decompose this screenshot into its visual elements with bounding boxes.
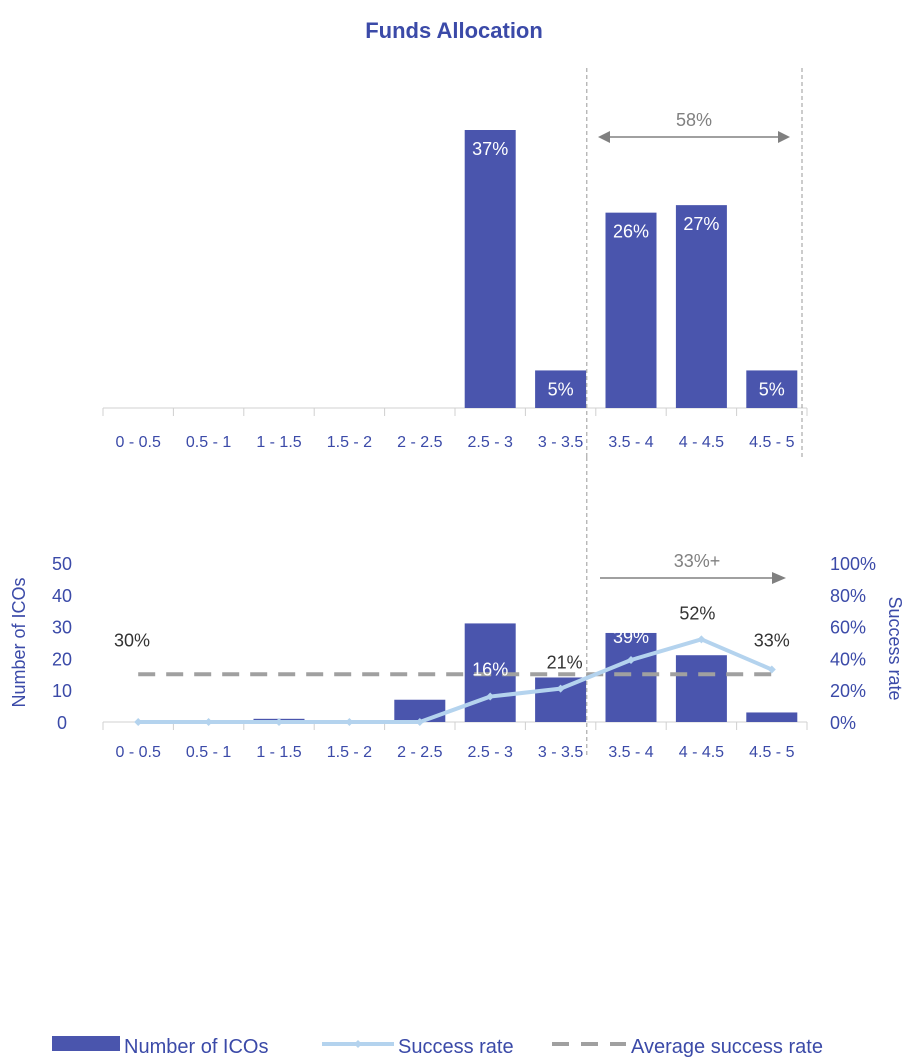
legend-label-success-rate: Success rate bbox=[398, 1036, 514, 1058]
left-y-tick-label: 20 bbox=[52, 649, 72, 669]
bottom-x-tick-label: 1 - 1.5 bbox=[256, 744, 301, 761]
success-rate-label: 39% bbox=[613, 627, 649, 647]
top-x-tick-label: 2.5 - 3 bbox=[468, 434, 513, 451]
top-x-tick-label: 1.5 - 2 bbox=[327, 434, 372, 451]
success-rate-point bbox=[627, 655, 635, 664]
bottom-x-tick-label: 1.5 - 2 bbox=[327, 744, 372, 761]
left-y-tick-label: 30 bbox=[52, 618, 72, 638]
right-y-tick-label: 40% bbox=[830, 649, 866, 669]
bottom-x-tick-label: 0.5 - 1 bbox=[186, 744, 231, 761]
top-bar bbox=[605, 212, 657, 408]
bottom-bar bbox=[605, 632, 657, 722]
success-rate-point bbox=[204, 718, 213, 726]
top-bar-label: 5% bbox=[548, 379, 574, 399]
chart-title: Funds Allocation bbox=[365, 18, 543, 43]
legend-label-average-success-rate: Average success rate bbox=[631, 1036, 823, 1058]
top-chart: 37% 5% 26% 27% 5% 0 - 0.5 0.5 - 1 1 - 1.5 1.5 - … bbox=[102, 68, 808, 457]
top-bar-label: 5% bbox=[759, 379, 785, 399]
right-y-axis-title: Success rate bbox=[885, 596, 905, 700]
success-rate-point bbox=[134, 718, 143, 726]
success-rate-point bbox=[275, 718, 283, 726]
top-range-arrowhead-right bbox=[778, 131, 790, 143]
success-rate-point bbox=[486, 692, 495, 701]
top-bar-label: 37% bbox=[472, 139, 508, 159]
bottom-x-tick-label: 2 - 2.5 bbox=[397, 744, 442, 761]
bottom-x-tick-label: 2.5 - 3 bbox=[468, 744, 513, 761]
left-y-tick-label: 40 bbox=[52, 586, 72, 606]
bottom-bar bbox=[746, 712, 798, 722]
top-x-tick-label: 3.5 - 4 bbox=[608, 434, 653, 451]
legend-swatch-bar bbox=[52, 1036, 120, 1051]
top-x-tick-label: 2 - 2.5 bbox=[397, 434, 442, 451]
success-rate-point bbox=[556, 684, 565, 693]
bottom-x-tick-label: 4 - 4.5 bbox=[679, 744, 724, 761]
success-rate-point bbox=[767, 665, 776, 674]
top-bar-label: 26% bbox=[613, 222, 649, 242]
top-x-tick-label: 0 - 0.5 bbox=[116, 434, 161, 451]
bottom-x-tick-label: 4.5 - 5 bbox=[749, 744, 794, 761]
left-y-axis-title: Number of ICOs bbox=[9, 577, 29, 707]
bottom-range-arrowhead bbox=[772, 572, 786, 584]
top-bar bbox=[464, 130, 516, 408]
success-rate-point bbox=[415, 718, 424, 726]
right-y-tick-label: 60% bbox=[830, 618, 866, 638]
bottom-x-tick-label: 3.5 - 4 bbox=[608, 744, 653, 761]
top-x-tick-label: 4 - 4.5 bbox=[679, 434, 724, 451]
success-rate-point bbox=[345, 718, 354, 726]
legend-swatch-marker bbox=[354, 1040, 362, 1048]
bottom-range-label: 33%+ bbox=[674, 551, 721, 571]
bottom-bar bbox=[535, 677, 587, 722]
left-y-tick-label: 10 bbox=[52, 681, 72, 701]
top-x-tick-label: 0.5 - 1 bbox=[186, 434, 231, 451]
bottom-chart: 0 10 20 30 40 50 0% 20% 40% 60% 80% 100% Number of I… bbox=[9, 457, 905, 761]
top-bar bbox=[746, 370, 798, 408]
right-y-tick-label: 0% bbox=[830, 713, 856, 733]
average-label: 30% bbox=[114, 630, 150, 650]
success-rate-label: 33% bbox=[754, 631, 790, 651]
bottom-x-tick-label: 0 - 0.5 bbox=[116, 744, 161, 761]
left-y-tick-label: 50 bbox=[52, 554, 72, 574]
right-y-tick-label: 20% bbox=[830, 681, 866, 701]
right-y-tick-label: 100% bbox=[830, 554, 876, 574]
top-bar-label: 27% bbox=[683, 214, 719, 234]
success-rate-point bbox=[697, 635, 706, 644]
top-x-tick-label: 4.5 - 5 bbox=[749, 434, 794, 451]
bottom-bar bbox=[675, 655, 727, 722]
top-bar bbox=[675, 205, 727, 408]
legend-label-number-of-icos: Number of ICOs bbox=[124, 1036, 268, 1058]
success-rate-label: 52% bbox=[679, 603, 715, 623]
top-x-tick-label: 3 - 3.5 bbox=[538, 434, 583, 451]
top-range-label: 58% bbox=[676, 110, 712, 130]
bottom-x-tick-label: 3 - 3.5 bbox=[538, 744, 583, 761]
left-y-tick-label: 0 bbox=[57, 713, 67, 733]
top-x-tick-label: 1 - 1.5 bbox=[256, 434, 301, 451]
right-y-tick-label: 80% bbox=[830, 586, 866, 606]
success-rate-line bbox=[138, 637, 773, 724]
top-range-arrowhead-left bbox=[598, 131, 610, 143]
success-rate-label: 21% bbox=[547, 653, 583, 673]
success-rate-label: 16% bbox=[472, 660, 508, 680]
chart-legend: Number of ICOs Success rate Average succes… bbox=[52, 1036, 823, 1058]
top-bar bbox=[535, 370, 587, 408]
